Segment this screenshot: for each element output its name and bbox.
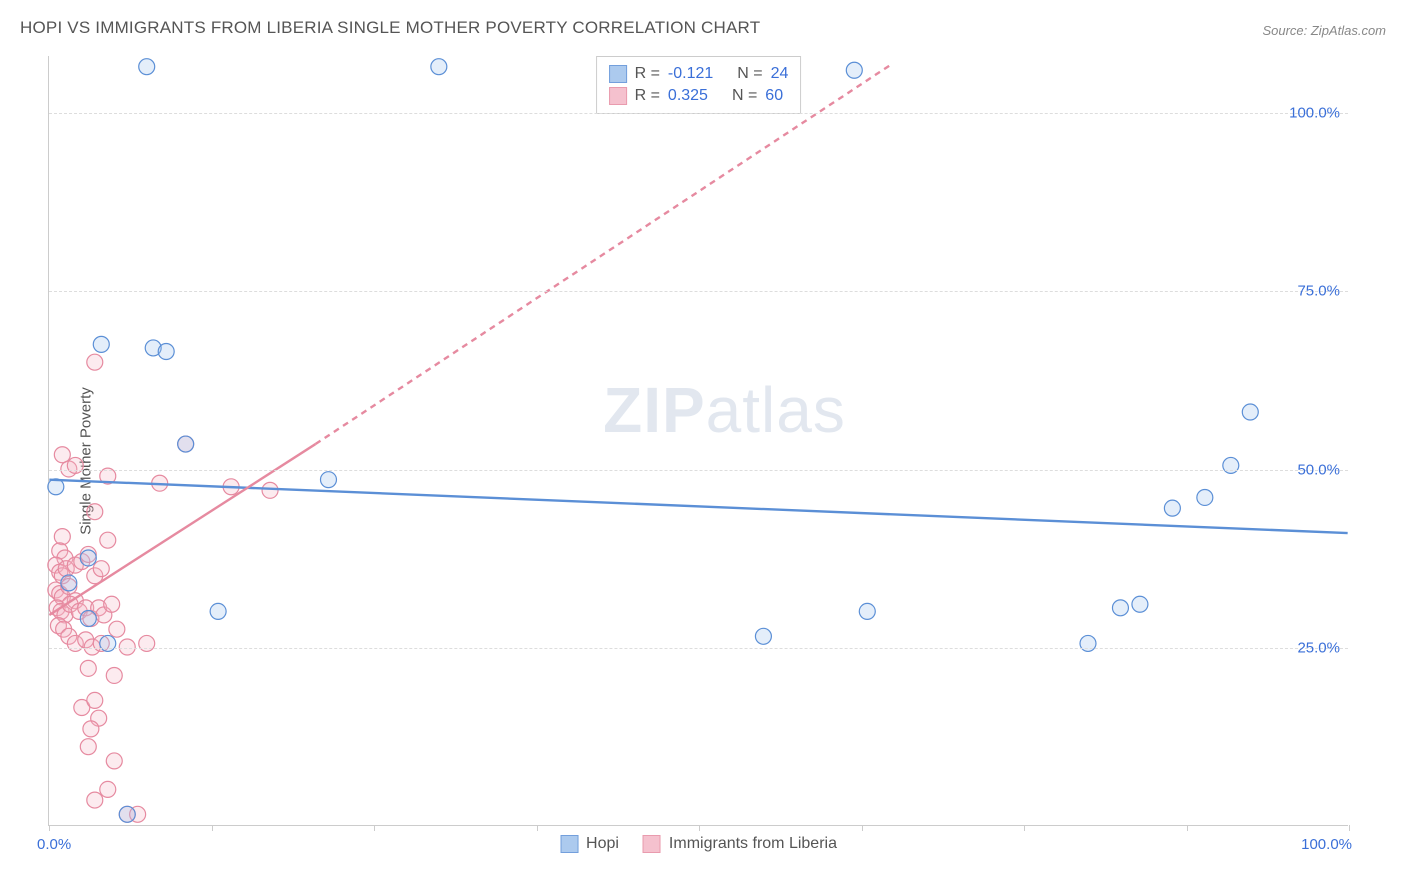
y-tick-label: 75.0% (1297, 283, 1340, 300)
gridline (49, 648, 1348, 649)
hopi-swatch-icon (560, 835, 578, 853)
liberia-r-value: 0.325 (668, 87, 708, 105)
scatter-svg (49, 56, 1348, 825)
x-axis-min-label: 0.0% (37, 836, 71, 853)
y-tick-label: 100.0% (1289, 105, 1340, 122)
x-tick (49, 825, 50, 831)
hopi-n-value: 24 (771, 65, 789, 83)
legend-item-liberia: Immigrants from Liberia (643, 835, 837, 853)
liberia-swatch-icon (643, 835, 661, 853)
r-label: R = (635, 87, 660, 105)
n-label: N = (737, 65, 762, 83)
source-label: Source: ZipAtlas.com (1262, 23, 1386, 38)
x-tick (1349, 825, 1350, 831)
hopi-r-value: -0.121 (668, 65, 713, 83)
liberia-series-label: Immigrants from Liberia (669, 835, 837, 853)
plot-area: ZIPatlas R = -0.121 N = 24 R = 0.325 N =… (48, 56, 1348, 826)
chart-title: HOPI VS IMMIGRANTS FROM LIBERIA SINGLE M… (20, 18, 760, 38)
legend-item-hopi: Hopi (560, 835, 619, 853)
n-label: N = (732, 87, 757, 105)
gridline (49, 113, 1348, 114)
gridline (49, 291, 1348, 292)
x-tick (699, 825, 700, 831)
correlation-legend: R = -0.121 N = 24 R = 0.325 N = 60 (596, 56, 802, 114)
liberia-swatch-icon (609, 87, 627, 105)
x-tick (537, 825, 538, 831)
x-tick (1024, 825, 1025, 831)
hopi-series-label: Hopi (586, 835, 619, 853)
x-tick (862, 825, 863, 831)
chart-container: Single Mother Poverty ZIPatlas R = -0.12… (0, 46, 1406, 876)
x-tick (1187, 825, 1188, 831)
legend-row-liberia: R = 0.325 N = 60 (609, 85, 789, 107)
x-tick (212, 825, 213, 831)
x-tick (374, 825, 375, 831)
y-tick-label: 25.0% (1297, 639, 1340, 656)
x-axis-max-label: 100.0% (1301, 836, 1352, 853)
r-label: R = (635, 65, 660, 83)
hopi-swatch-icon (609, 65, 627, 83)
y-tick-label: 50.0% (1297, 461, 1340, 478)
liberia-n-value: 60 (765, 87, 783, 105)
series-legend: Hopi Immigrants from Liberia (560, 835, 837, 853)
legend-row-hopi: R = -0.121 N = 24 (609, 63, 789, 85)
gridline (49, 470, 1348, 471)
